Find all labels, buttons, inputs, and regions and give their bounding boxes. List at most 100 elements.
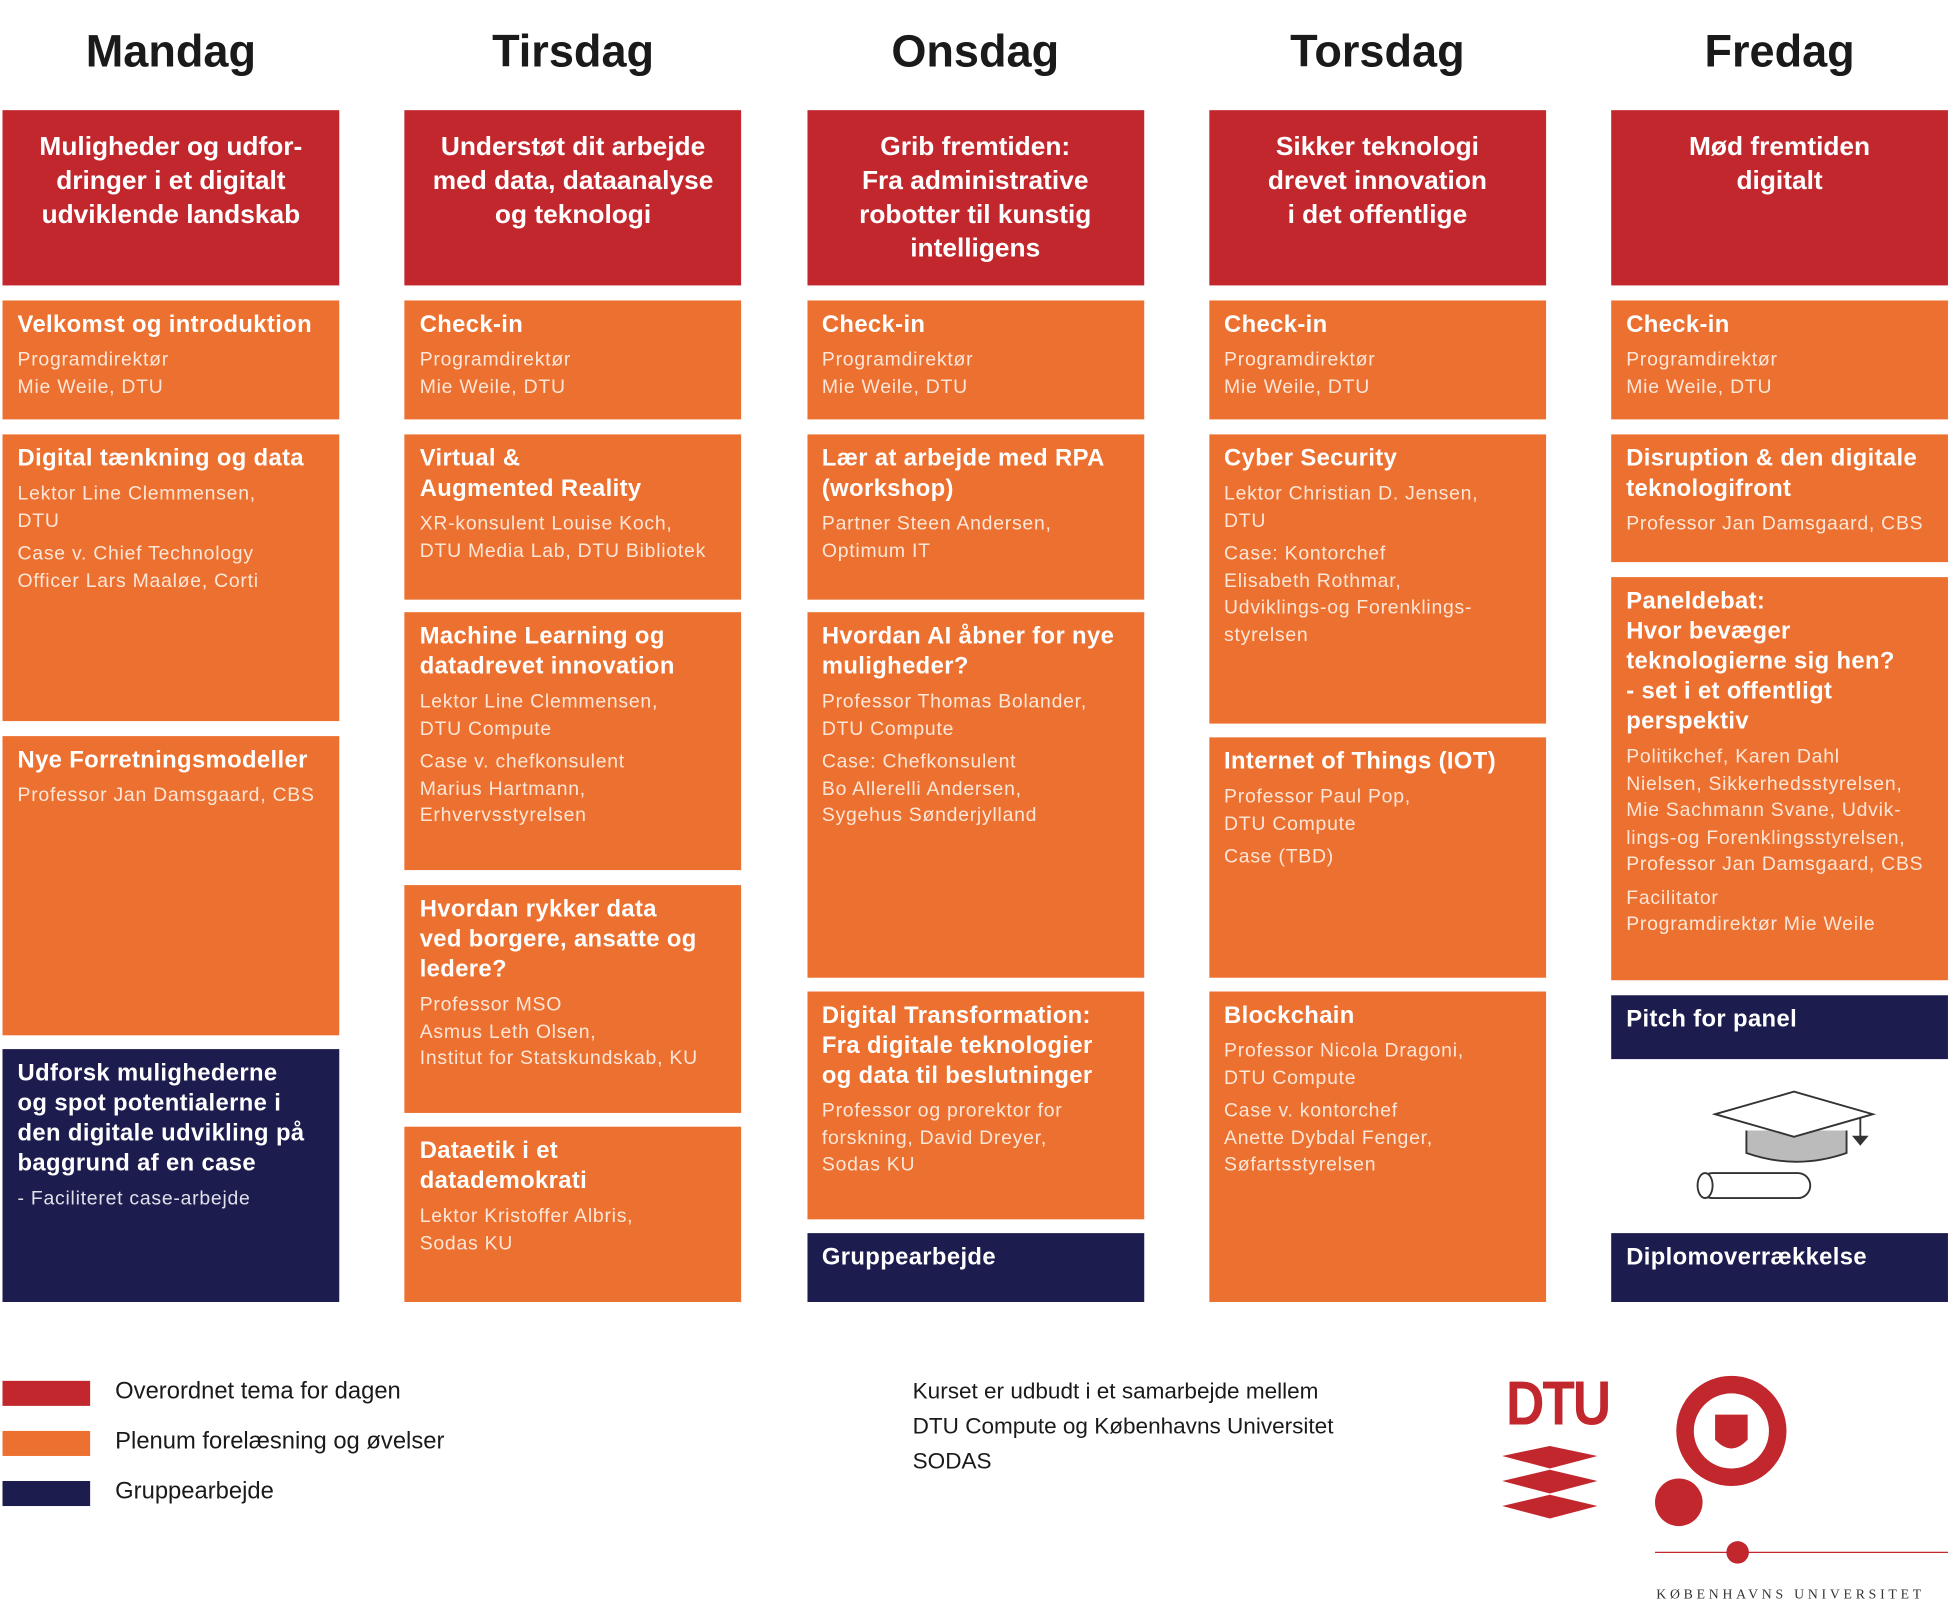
session: Pitch for panel xyxy=(1611,995,1948,1060)
day-theme: Sikker teknologi drevet innovation i det o… xyxy=(1209,110,1546,286)
title-line: datadrevet innovation xyxy=(419,653,675,680)
title-line: Lær at arbejde med RPA xyxy=(821,445,1105,472)
title-line: Machine Learning og xyxy=(419,623,665,650)
detail-line: Mie Weile, DTU xyxy=(821,376,968,398)
session-title: Dataetik i et datademokrati xyxy=(420,1137,727,1197)
detail-line: Programdirektør xyxy=(17,349,169,371)
detail-line: Bo Allerelli Andersen, xyxy=(821,778,1022,800)
title-line: Digital Transformation: xyxy=(821,1002,1091,1030)
title-line: Hvor bevæger xyxy=(1626,618,1791,645)
title-line: Internet of Things (IOT) xyxy=(1224,748,1497,775)
session-title: Check-in xyxy=(822,310,1129,340)
day-theme: Grib fremtiden: Fra administrative robotte… xyxy=(806,110,1144,286)
session-title: Digital tænkning og data xyxy=(18,444,325,474)
ku-logo-text: KØBENHAVNS UNIVERSITET xyxy=(1656,1587,1925,1603)
detail-line: Nielsen, Sikkerhedsstyrelsen, xyxy=(1626,773,1903,795)
title-line: Diplomoverrækkelse xyxy=(1626,1244,1867,1271)
theme-line: og teknologi xyxy=(494,200,652,230)
day-name: Torsdag xyxy=(1290,25,1465,77)
title-line: Paneldebat: xyxy=(1626,588,1766,615)
session-detail: Partner Steen Andersen, Optimum IT xyxy=(822,511,1129,565)
title-line: Virtual & xyxy=(419,445,521,472)
title-line: Cyber Security xyxy=(1224,445,1398,472)
title-line: ved borgere, ansatte og xyxy=(419,926,697,953)
detail-line: Marius Hartmann, xyxy=(419,778,586,800)
detail-line: DTU Compute xyxy=(1224,1067,1357,1089)
session-detail: Lektor Kristoffer Albris, Sodas KU xyxy=(420,1203,727,1257)
footer-line: Kurset er udbudt i et samarbejde mellem xyxy=(912,1378,1319,1404)
detail-line: Professor MSO xyxy=(419,994,563,1016)
detail-line: Mie Weile, DTU xyxy=(1224,376,1371,398)
title-line: - set i et offentligt xyxy=(1626,678,1833,705)
detail-line: Programdirektør xyxy=(1626,349,1778,371)
session: Digital tænkning og data Lektor Line Clem… xyxy=(2,434,340,722)
session-title: Disruption & den digitale teknologifront xyxy=(1626,444,1933,504)
detail-line: Professor Jan Damsgaard, CBS xyxy=(1626,513,1924,535)
day-theme: Mød fremtiden digitalt xyxy=(1611,110,1948,286)
title-line: Hvordan AI åbner for nye xyxy=(821,623,1115,650)
detail-line: - Faciliteret case-arbejde xyxy=(17,1188,251,1210)
session-detail: Lektor Line Clemmensen, DTU xyxy=(18,481,325,535)
detail-line: Politikchef, Karen Dahl xyxy=(1626,746,1840,768)
session-detail: Case (TBD) xyxy=(1224,844,1531,871)
session-detail: Lektor Christian D. Jensen, DTU xyxy=(1224,481,1531,535)
detail-line: Case (TBD) xyxy=(1224,846,1334,868)
day-name: Mandag xyxy=(85,25,257,77)
title-line: baggrund af en case xyxy=(17,1150,256,1177)
session-title: Hvordan AI åbner for nye muligheder? xyxy=(822,622,1129,682)
session-title: Check-in xyxy=(420,310,727,340)
theme-line: robotter til kunstig xyxy=(859,200,1092,230)
detail-line: styrelsen xyxy=(1224,624,1309,646)
title-line: Gruppearbejde xyxy=(821,1244,996,1271)
detail-line: Case: Kontorchef xyxy=(1224,543,1387,565)
session: Digital Transformation: Fra digitale tekn… xyxy=(806,991,1144,1220)
detail-line: Erhvervsstyrelsen xyxy=(419,804,587,827)
session-detail: Professor Jan Damsgaard, CBS xyxy=(18,782,325,809)
title-line: Augmented Reality xyxy=(419,475,642,503)
session-title: Gruppearbejde xyxy=(822,1243,1129,1273)
detail-line: Elisabeth Rothmar, xyxy=(1224,570,1402,592)
session-title: Udforsk mulighederne og spot potentialern… xyxy=(18,1059,325,1179)
session-detail: Case v. Chief Technology Officer Lars Maa… xyxy=(18,541,325,595)
theme-line: Sikker teknologi xyxy=(1275,132,1479,162)
detail-line: forskning, David Dreyer, xyxy=(821,1127,1047,1149)
theme-line: drevet innovation xyxy=(1267,166,1487,196)
dtu-logo-text: DTU xyxy=(1506,1368,1611,1439)
detail-line: Case: Chefkonsulent xyxy=(821,751,1017,773)
detail-line: Lektor Line Clemmensen, xyxy=(419,691,659,713)
detail-line: Professor og prorektor for xyxy=(821,1100,1063,1122)
session-title: Velkomst og introduktion xyxy=(18,310,325,340)
session: Velkomst og introduktion Programdirektør M… xyxy=(2,300,340,420)
legend-label: Overordnet tema for dagen xyxy=(115,1378,401,1405)
detail-line: Sygehus Sønderjylland xyxy=(821,804,1038,827)
graduation-icon xyxy=(1696,1090,1877,1200)
session: Internet of Things (IOT) Professor Paul P… xyxy=(1209,737,1546,978)
session: Check-in Programdirektør Mie Weile, DTU xyxy=(1209,300,1546,420)
title-line: teknologifront xyxy=(1626,475,1792,503)
detail-line: Professor Paul Pop, xyxy=(1224,786,1411,808)
detail-line: Sodas KU xyxy=(419,1232,514,1254)
theme-line: i det offentlige xyxy=(1287,200,1468,230)
detail-line: Professor Jan Damsgaard, CBS xyxy=(1626,853,1924,876)
detail-line: Case v. chefkonsulent xyxy=(419,751,625,773)
detail-line: lings-og Forenklingsstyrelsen, xyxy=(1626,826,1906,849)
session-title: Diplomoverrækkelse xyxy=(1626,1243,1933,1273)
detail-line: Partner Steen Andersen, xyxy=(821,513,1052,535)
day-theme: Muligheder og udfor-dringer i et digital… xyxy=(2,110,340,286)
detail-line: Programdirektør xyxy=(1224,349,1376,371)
theme-line: udviklende landskab xyxy=(41,200,301,230)
theme-line: Grib fremtiden: xyxy=(880,132,1071,162)
legend-label: Gruppearbejde xyxy=(115,1478,274,1505)
session-detail: Professor Nicola Dragoni, DTU Compute xyxy=(1224,1038,1531,1092)
session: Paneldebat: Hvor bevæger teknologierne sig… xyxy=(1611,577,1948,981)
session-title: Lær at arbejde med RPA (workshop) xyxy=(822,444,1129,504)
footer-line: SODAS xyxy=(912,1448,992,1474)
detail-line: Case v. Chief Technology xyxy=(17,543,254,565)
title-line: Blockchain xyxy=(1224,1002,1355,1030)
session-title: Internet of Things (IOT) xyxy=(1224,747,1531,777)
title-line: Dataetik i et xyxy=(419,1137,559,1165)
detail-line: Mie Weile, DTU xyxy=(17,376,164,398)
title-line: Fra digitale teknologier xyxy=(821,1032,1093,1060)
